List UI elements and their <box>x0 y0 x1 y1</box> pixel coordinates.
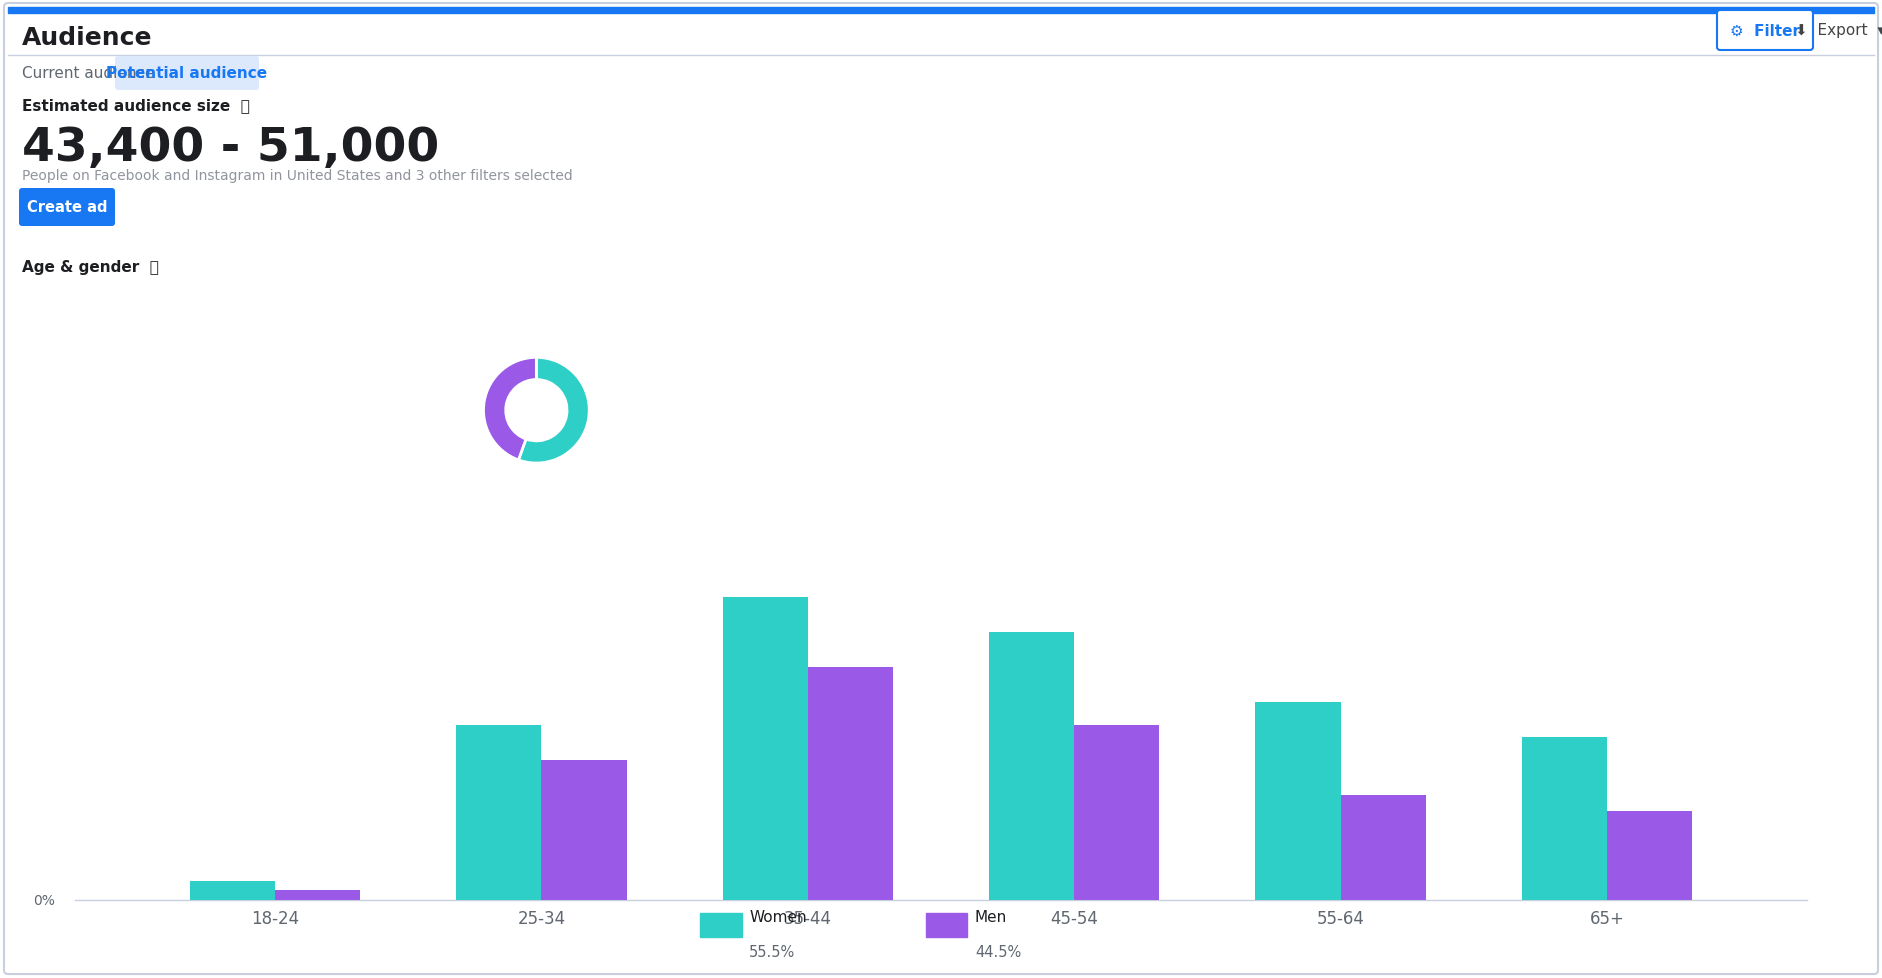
Text: 43,400 - 51,000: 43,400 - 51,000 <box>23 125 439 170</box>
Bar <box>1523 737 1607 900</box>
Bar <box>1075 726 1159 900</box>
Text: Current audience: Current audience <box>23 67 154 81</box>
Wedge shape <box>518 358 589 464</box>
Text: Potential audience: Potential audience <box>107 67 267 81</box>
FancyBboxPatch shape <box>4 4 1878 974</box>
Bar <box>1607 812 1692 900</box>
Text: Men: Men <box>975 910 1007 924</box>
Bar <box>700 913 742 937</box>
Bar <box>807 667 894 900</box>
Bar <box>1255 702 1340 900</box>
Bar <box>723 598 807 900</box>
FancyBboxPatch shape <box>1716 11 1812 51</box>
Bar <box>988 633 1075 900</box>
Text: Age & gender  ⓘ: Age & gender ⓘ <box>23 260 158 275</box>
Text: Create ad: Create ad <box>26 200 107 215</box>
FancyBboxPatch shape <box>115 57 260 91</box>
Text: ⬇  Export  ▾: ⬇ Export ▾ <box>1795 23 1882 38</box>
Text: Women: Women <box>749 910 807 924</box>
Text: 0%: 0% <box>32 893 55 907</box>
Bar <box>1340 795 1427 900</box>
FancyBboxPatch shape <box>19 189 115 227</box>
Bar <box>542 761 627 900</box>
Bar <box>275 890 359 900</box>
Text: 55.5%: 55.5% <box>749 944 796 958</box>
Bar <box>8 8 1874 14</box>
Text: People on Facebook and Instagram in United States and 3 other filters selected: People on Facebook and Instagram in Unit… <box>23 169 572 183</box>
Text: 44.5%: 44.5% <box>975 944 1022 958</box>
Bar <box>455 726 542 900</box>
Text: ⚙  Filter: ⚙ Filter <box>1730 23 1799 38</box>
Bar <box>190 881 275 900</box>
Bar <box>926 913 967 937</box>
Text: Audience: Audience <box>23 26 152 50</box>
Text: Estimated audience size  ⓘ: Estimated audience size ⓘ <box>23 99 250 113</box>
Wedge shape <box>484 358 536 461</box>
